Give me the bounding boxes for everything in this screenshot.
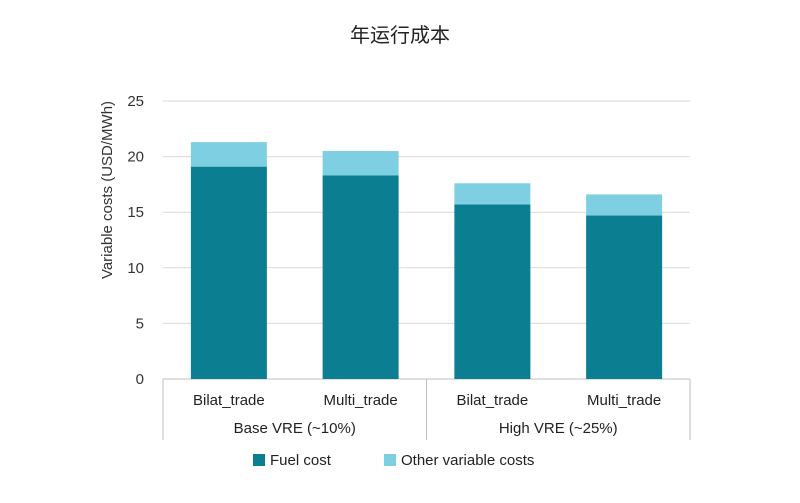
y-tick-label: 15 (127, 204, 144, 221)
x-group-label: Base VRE (~10%) (234, 420, 356, 437)
bar-fuel-cost (454, 204, 531, 379)
x-category-label: Multi_trade (324, 392, 398, 409)
legend-label: Other variable costs (401, 452, 534, 469)
y-axis-label: Variable costs (USD/MWh) (99, 101, 116, 279)
bar-other-variable-costs (586, 194, 663, 216)
y-tick-label: 0 (136, 371, 144, 388)
bar-fuel-cost (190, 166, 267, 379)
x-group-label: High VRE (~25%) (499, 420, 618, 437)
legend: Fuel cost Other variable costs (253, 452, 534, 469)
x-category-label: Multi_trade (587, 392, 661, 409)
y-tick-label: 10 (127, 260, 144, 277)
chart-title: 年运行成本 (350, 23, 450, 47)
bar-other-variable-costs (322, 151, 399, 176)
bar-fuel-cost (586, 215, 663, 379)
y-axis-ticks: 0 5 10 15 20 25 (127, 93, 144, 388)
x-category-label: Bilat_trade (193, 392, 265, 409)
legend-swatch (253, 454, 265, 466)
bar-other-variable-costs (454, 183, 531, 205)
y-tick-label: 5 (136, 315, 144, 332)
y-tick-label: 20 (127, 149, 144, 166)
x-axis-categories: Bilat_trade Multi_trade Bilat_trade Multi_t… (193, 392, 661, 409)
bar-fuel-cost (322, 175, 399, 379)
bars (190, 142, 663, 379)
bar-other-variable-costs (190, 142, 267, 167)
x-axis-groups: Base VRE (~10%) High VRE (~25%) (162, 379, 691, 440)
y-tick-label: 25 (127, 93, 144, 110)
legend-swatch (384, 454, 396, 466)
x-category-label: Bilat_trade (457, 392, 529, 409)
legend-label: Fuel cost (270, 452, 332, 469)
